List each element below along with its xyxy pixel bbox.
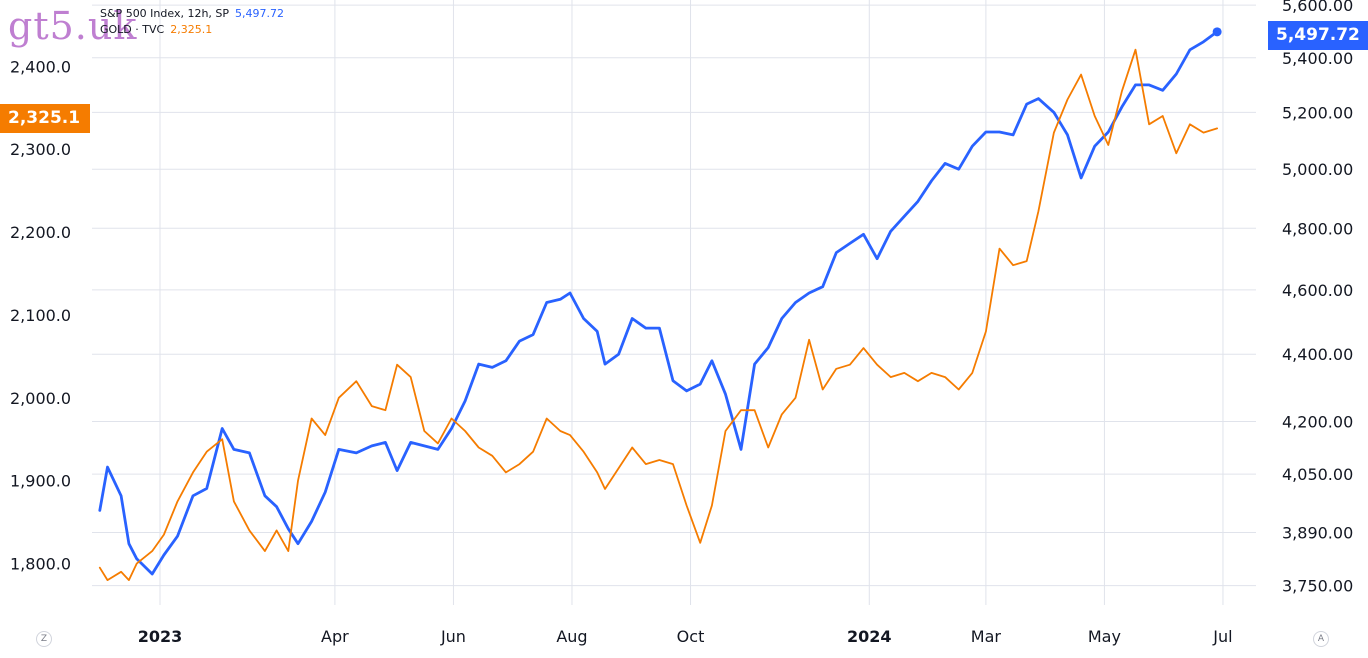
left-axis-gold: 1,800.0 1,900.0 2,000.0 2,100.0 2,200.0 2,300… — [10, 57, 71, 573]
zoom-reset-button[interactable]: Z — [36, 631, 52, 647]
x-axis-tick-label: 2024 — [847, 627, 892, 646]
series-line-gold[interactable] — [98, 48, 1218, 581]
x-axis-tick-label: Apr — [321, 627, 349, 646]
right-axis-tick-label: 5,000.00 — [1282, 160, 1353, 179]
right-axis-tick-label: 3,890.00 — [1282, 524, 1353, 543]
left-axis-tick-label: 2,300.0 — [10, 140, 71, 159]
left-axis-tick-label: 2,100.0 — [10, 306, 71, 325]
grid-lines — [92, 0, 1256, 605]
left-axis-tick-label: 2,200.0 — [10, 223, 71, 242]
last-price-marker — [1212, 27, 1222, 37]
left-axis-tick-label: 2,000.0 — [10, 389, 71, 408]
right-axis-tick-label: 4,200.00 — [1282, 413, 1353, 432]
right-axis-tick-label: 3,750.00 — [1282, 577, 1353, 596]
legend-row-sp500[interactable]: S&P 500 Index, 12h, SP 5,497.72 — [100, 6, 284, 22]
series-line-sp500[interactable] — [98, 30, 1219, 576]
x-axis-tick-label: Mar — [971, 627, 1002, 646]
chart-legend: S&P 500 Index, 12h, SP 5,497.72 GOLD · TV… — [100, 6, 284, 38]
right-axis-sp500: 3,750.00 3,890.00 4,050.00 4,200.00 4,400.00… — [1282, 0, 1353, 596]
left-axis-tick-label: 1,800.0 — [10, 555, 71, 574]
right-axis-tick-label: 5,600.00 — [1282, 0, 1353, 15]
series-lines — [98, 27, 1222, 581]
legend-sp500-label: S&P 500 Index, 12h, SP — [100, 7, 230, 20]
left-axis-tick-label: 1,900.0 — [10, 472, 71, 491]
legend-gold-label: GOLD · TVC — [100, 23, 165, 36]
gold-price-badge: 2,325.1 — [0, 104, 90, 133]
right-axis-tick-label: 4,600.00 — [1282, 281, 1353, 300]
x-axis-tick-label: Jul — [1212, 627, 1232, 646]
right-axis-tick-label: 4,050.00 — [1282, 465, 1353, 484]
x-axis-tick-label: Aug — [556, 627, 587, 646]
right-axis-tick-label: 4,800.00 — [1282, 219, 1353, 238]
right-axis-tick-label: 5,200.00 — [1282, 103, 1353, 122]
legend-row-gold[interactable]: GOLD · TVC 2,325.1 — [100, 22, 284, 38]
legend-sp500-value: 5,497.72 — [235, 7, 285, 20]
left-axis-tick-label: 2,400.0 — [10, 57, 71, 76]
watermark-logo: gt5.uk — [8, 4, 138, 48]
legend-gold-value: 2,325.1 — [170, 23, 213, 36]
x-axis-tick-label: 2023 — [138, 627, 183, 646]
right-axis-tick-label: 4,400.00 — [1282, 345, 1353, 364]
x-axis-tick-label: May — [1088, 627, 1121, 646]
x-axis-dates: 2023 Apr Jun Aug Oct 2024 Mar May Jul — [138, 627, 1233, 646]
sp500-price-badge: 5,497.72 — [1268, 21, 1368, 50]
x-axis-tick-label: Jun — [440, 627, 466, 646]
x-axis-tick-label: Oct — [677, 627, 705, 646]
auto-scale-button[interactable]: A — [1313, 631, 1329, 647]
right-axis-tick-label: 5,400.00 — [1282, 49, 1353, 68]
